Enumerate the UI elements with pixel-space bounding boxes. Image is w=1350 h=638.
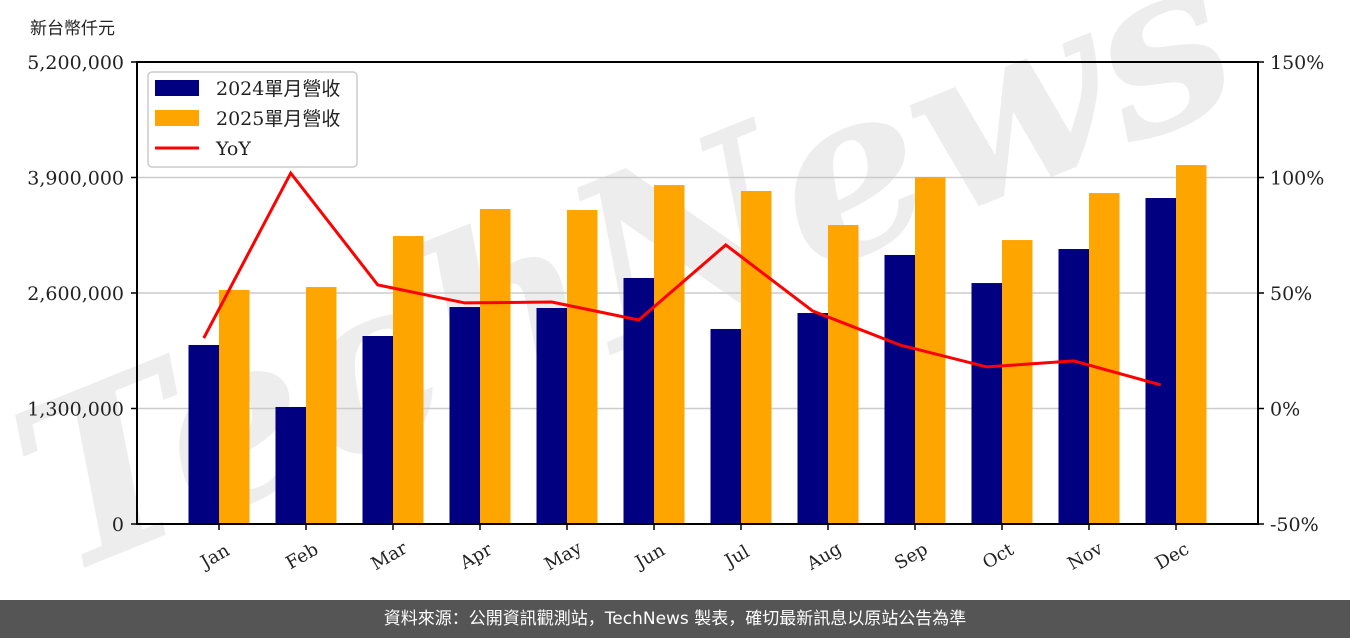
chart-canvas: TechNews 01,300,0002,600,0003,900,0005,2…	[0, 0, 1324, 628]
x-tick-label: Sep	[891, 539, 931, 574]
bar-2025-may	[567, 210, 598, 524]
bar-2024-feb	[275, 406, 306, 524]
bar-2025-apr	[480, 209, 511, 524]
y2-tick-label: 100%	[1270, 168, 1324, 190]
bar-2025-jan	[219, 289, 250, 524]
bar-2024-apr	[449, 307, 480, 524]
y-tick-label: 3,900,000	[27, 168, 124, 190]
x-tick-label: Nov	[1064, 538, 1107, 575]
y-axis-unit-label: 新台幣仟元	[30, 19, 115, 39]
y2-tick-label: 0%	[1270, 399, 1300, 421]
x-tick-label: Jun	[630, 540, 669, 575]
bar-2024-dec	[1145, 198, 1176, 524]
bar-2025-jun	[654, 185, 685, 524]
legend-swatch	[155, 80, 199, 96]
bar-2025-nov	[1089, 193, 1120, 524]
bar-2025-feb	[306, 287, 337, 524]
bar-2025-oct	[1002, 240, 1033, 524]
bar-2025-jul	[741, 191, 772, 524]
legend-label: 2025單月營收	[216, 108, 340, 130]
bar-2024-jun	[623, 277, 654, 524]
bar-2024-sep	[884, 254, 915, 524]
bar-2024-oct	[971, 283, 1002, 524]
legend-box	[147, 71, 358, 168]
source-footer: 資料來源：公開資訊觀測站，TechNews 製表，確切最新訊息以原站公告為準	[0, 600, 1350, 638]
bar-2024-aug	[797, 312, 828, 524]
legend-swatch	[155, 110, 199, 126]
x-tick-label: Mar	[368, 538, 412, 575]
legend-label: YoY	[215, 138, 251, 160]
x-tick-label: Apr	[456, 539, 496, 574]
legend: 2024單月營收 2025單月營收 YoY	[147, 71, 358, 168]
x-tick-label: Dec	[1152, 539, 1193, 575]
bar-2025-aug	[828, 225, 859, 524]
bar-2024-may	[536, 308, 567, 524]
bar-2025-mar	[393, 236, 424, 524]
yoy-line-series	[202, 170, 1162, 387]
x-tick-label: May	[541, 537, 586, 575]
y-tick-label: 0	[112, 514, 124, 536]
y2-tick-label: 50%	[1270, 283, 1312, 305]
y2-tick-label: -50%	[1270, 514, 1319, 536]
bar-2024-jul	[710, 328, 741, 524]
x-tick-label: Oct	[979, 539, 1018, 574]
bar-2025-dec	[1176, 165, 1207, 525]
yoy-line	[202, 170, 1162, 387]
x-tick-label: Aug	[802, 538, 845, 575]
bar-2024-jan	[188, 344, 219, 524]
y-tick-label: 1,300,000	[27, 399, 124, 421]
y-tick-label: 2,600,000	[27, 283, 124, 305]
y-tick-label: 5,200,000	[27, 52, 124, 74]
revenue-chart: TechNews 01,300,0002,600,0003,900,0005,2…	[0, 0, 1324, 628]
y2-tick-label: 150%	[1270, 52, 1324, 74]
x-tick-label: Jul	[720, 541, 754, 573]
bar-2024-mar	[362, 336, 393, 524]
legend-label: 2024單月營收	[216, 78, 340, 100]
bar-2024-nov	[1058, 249, 1089, 524]
